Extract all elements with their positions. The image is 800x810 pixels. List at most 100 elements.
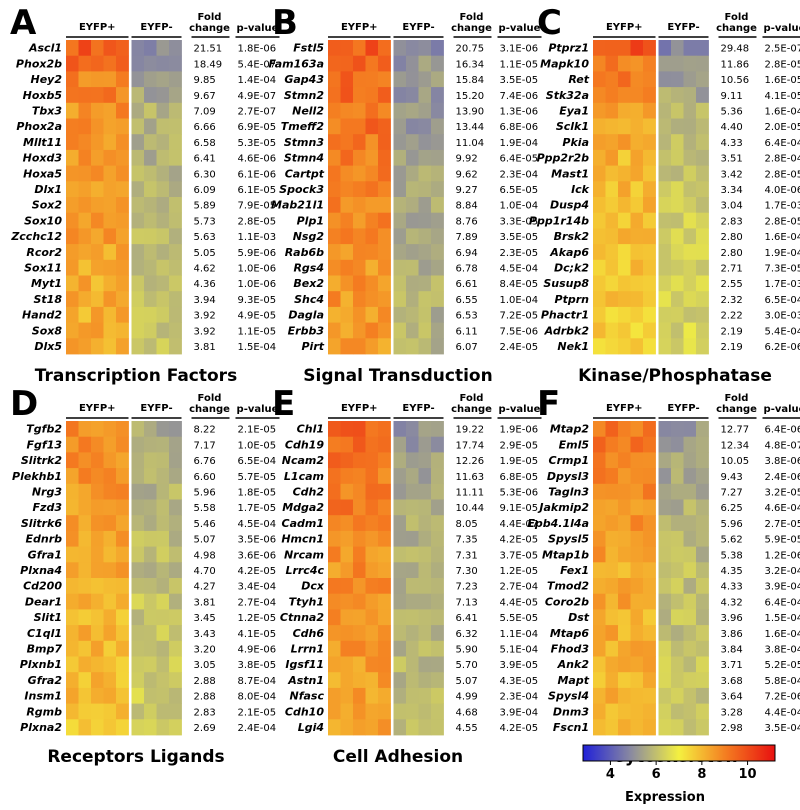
- heatmap-cell: [353, 625, 366, 642]
- heatmap-cell: [66, 275, 79, 292]
- heatmap-cell: [593, 656, 606, 673]
- heatmap-cell: [353, 687, 366, 704]
- fold-change-value: 3.81: [194, 342, 216, 353]
- gene-label: Stk32a: [546, 89, 589, 102]
- heatmap-cell: [683, 546, 697, 563]
- heatmap-cell: [66, 149, 79, 166]
- heatmap-cell: [116, 165, 129, 182]
- heatmap-cell: [643, 703, 656, 720]
- heatmap-cell: [643, 656, 656, 673]
- heatmap-cell: [353, 291, 366, 308]
- gene-label: Fgf13: [27, 438, 63, 451]
- fold-change-value: 5.73: [194, 216, 216, 227]
- heatmap-cell: [378, 672, 391, 689]
- heatmap-cell: [593, 149, 606, 166]
- heatmap-cell: [144, 719, 157, 736]
- heatmap-cell: [683, 134, 697, 151]
- heatmap-cell: [683, 499, 697, 516]
- heatmap-cell: [144, 55, 157, 72]
- heatmap-cell: [353, 181, 366, 198]
- heatmap-cell: [393, 578, 407, 595]
- heatmap-cell: [353, 546, 366, 563]
- heatmap-cell: [156, 719, 170, 736]
- heatmap-cell: [683, 40, 697, 57]
- heatmap-cell: [131, 530, 145, 547]
- heatmap-cell: [66, 212, 79, 229]
- heatmap-cell: [696, 530, 709, 547]
- fold-change-value: 5.89: [194, 201, 216, 212]
- fold-change-value: 2.19: [721, 326, 743, 337]
- heatmap-cell: [643, 672, 656, 689]
- heatmap-cell: [418, 719, 432, 736]
- p-value: 3.8E-06: [765, 456, 800, 467]
- p-value: 3.2E-05: [765, 488, 800, 499]
- heatmap-cell: [393, 40, 407, 57]
- heatmap-cell: [340, 275, 354, 292]
- heatmap-cell: [328, 165, 341, 182]
- heatmap-cell: [593, 593, 606, 610]
- fold-change-value: 7.09: [194, 107, 216, 118]
- heatmap-cell: [618, 436, 631, 453]
- heatmap-cell: [365, 197, 379, 214]
- heatmap-cell: [144, 656, 157, 673]
- heatmap-cell: [593, 259, 606, 276]
- heatmap-cell: [683, 87, 697, 104]
- heatmap-cell: [156, 212, 170, 229]
- fold-change-value: 5.90: [456, 645, 478, 656]
- heatmap-cell: [78, 656, 92, 673]
- heatmap-cell: [393, 546, 407, 563]
- heatmap-cell: [683, 593, 697, 610]
- heatmap-cell: [328, 703, 341, 720]
- heatmap-cell: [340, 483, 354, 500]
- p-value: 3.7E-05: [500, 550, 539, 561]
- heatmap-cell: [328, 291, 341, 308]
- heatmap-cell: [378, 306, 391, 323]
- p-value: 6.5E-04: [765, 295, 800, 306]
- heatmap-cell: [353, 530, 366, 547]
- gene-label: Spysl5: [548, 533, 589, 546]
- fold-change-value: 3.51: [721, 154, 743, 165]
- heatmap-cell: [683, 687, 697, 704]
- heatmap-cell: [431, 259, 444, 276]
- heatmap-cell: [378, 562, 391, 579]
- heatmap-cell: [431, 719, 444, 736]
- heatmap-cell: [144, 452, 157, 469]
- heatmap-cell: [696, 228, 709, 245]
- heatmap-cell: [683, 625, 697, 642]
- heatmap-cell: [91, 55, 104, 72]
- heatmap-cell: [671, 118, 684, 135]
- heatmap-cell: [643, 134, 656, 151]
- fold-change-value: 6.25: [721, 503, 743, 514]
- heatmap-cell: [431, 687, 444, 704]
- heatmap-cell: [353, 421, 366, 438]
- heatmap-cell: [671, 687, 684, 704]
- heatmap-cell: [156, 703, 170, 720]
- p-value: 3.5E-05: [500, 75, 539, 86]
- heatmap-cell: [696, 656, 709, 673]
- heatmap-cell: [131, 703, 145, 720]
- heatmap-cell: [683, 562, 697, 579]
- heatmap-cell: [643, 102, 656, 119]
- heatmap-cell: [169, 687, 182, 704]
- heatmap-cell: [683, 165, 697, 182]
- gene-label: Shc4: [294, 293, 324, 306]
- fold-change-value: 4.33: [721, 582, 743, 593]
- p-value: 2.4E-06: [765, 472, 800, 483]
- p-value: 6.4E-04: [765, 138, 800, 149]
- heatmap-cell: [365, 687, 379, 704]
- heatmap-cell: [156, 338, 170, 355]
- fold-change-value: 7.27: [721, 488, 743, 499]
- heatmap-cell: [418, 181, 432, 198]
- heatmap-cell: [605, 134, 619, 151]
- fold-change-value: 2.69: [194, 723, 216, 734]
- fold-change-value: 5.63: [194, 232, 216, 243]
- heatmap-cell: [365, 640, 379, 657]
- heatmap-cell: [393, 703, 407, 720]
- p-value: 5.3E-05: [238, 138, 277, 149]
- fold-change-value: 4.70: [194, 566, 216, 577]
- heatmap-cell: [144, 197, 157, 214]
- heatmap-cell: [406, 212, 419, 229]
- heatmap-cell: [658, 118, 672, 135]
- heatmap-cell: [658, 609, 672, 626]
- gene-label: Phactr1: [541, 309, 589, 322]
